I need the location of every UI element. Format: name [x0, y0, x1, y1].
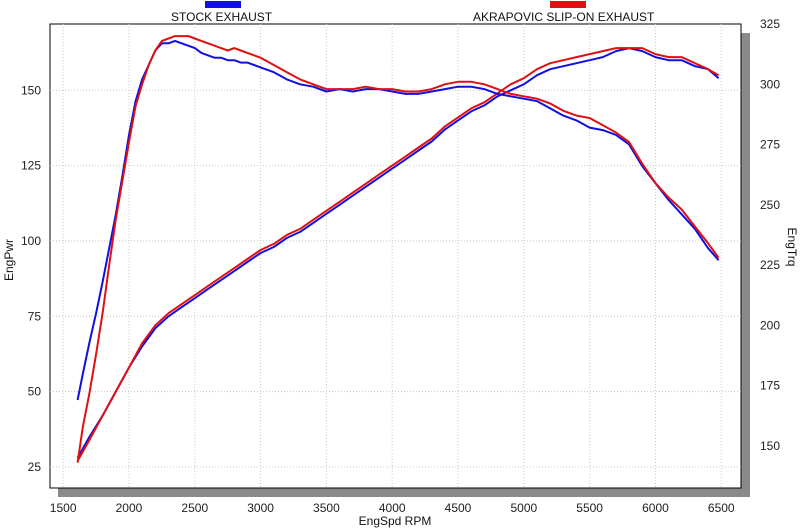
y-left-tick-label: 50	[28, 385, 42, 399]
series-line-stock-power	[76, 47, 720, 459]
y-right-tick-label: 175	[760, 379, 780, 393]
x-tick-label: 5500	[576, 501, 603, 515]
y-left-tick-label: 100	[21, 234, 41, 248]
legend: STOCK EXHAUST AKRAPOVIC SLIP-ON EXHAUST	[171, 1, 655, 24]
y-right-tick-label: 300	[760, 77, 780, 91]
y-axis-label-right: EngTrq	[785, 228, 799, 267]
y-left-tick-label: 75	[28, 309, 42, 323]
y-left-tick-label: 25	[28, 460, 42, 474]
legend-swatch-stock	[205, 1, 241, 8]
plot-area	[49, 23, 742, 489]
y-right-tick-label: 200	[760, 318, 780, 332]
legend-label-akrapovic: AKRAPOVIC SLIP-ON EXHAUST	[473, 10, 655, 24]
x-tick-label: 2000	[116, 501, 143, 515]
x-tick-label: 3000	[247, 501, 274, 515]
x-tick-label: 5000	[510, 501, 537, 515]
y-left-tick-label: 150	[21, 83, 41, 97]
plot-shadow-right	[741, 33, 750, 497]
legend-swatch-akrapovic	[550, 1, 586, 8]
x-axis-label: EngSpd RPM	[359, 514, 432, 528]
y-right-tick-label: 225	[760, 258, 780, 272]
legend-label-stock: STOCK EXHAUST	[171, 10, 273, 24]
x-tick-label: 3500	[313, 501, 340, 515]
x-tick-label: 2500	[181, 501, 208, 515]
x-tick-label: 4500	[445, 501, 472, 515]
y-right-tick-label: 150	[760, 439, 780, 453]
series-layer	[76, 35, 720, 463]
x-tick-label: 1500	[50, 501, 77, 515]
series-line-akrapovic-torque	[76, 35, 720, 463]
x-tick-label: 6500	[708, 501, 735, 515]
y-axis-label-left: EngPwr	[2, 239, 16, 281]
x-tick-label: 6000	[642, 501, 669, 515]
y-right-tick-label: 325	[760, 17, 780, 31]
plot-shadow-bottom	[58, 488, 750, 497]
x-tick-label: 4000	[379, 501, 406, 515]
series-line-akrapovic-power	[76, 47, 720, 462]
y-right-tick-label: 250	[760, 198, 780, 212]
y-left-tick-label: 125	[21, 159, 41, 173]
y-right-tick-label: 275	[760, 138, 780, 152]
